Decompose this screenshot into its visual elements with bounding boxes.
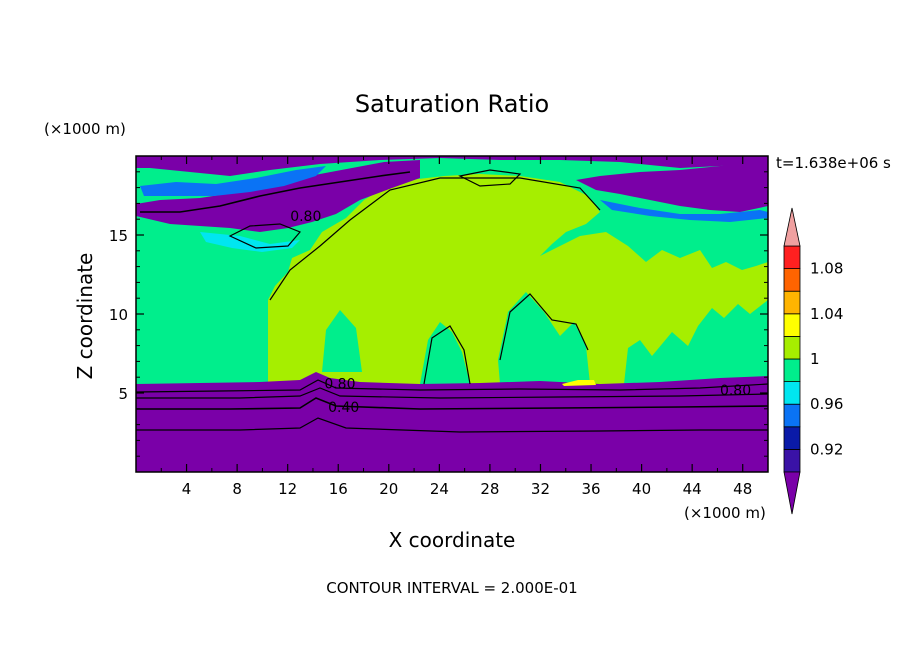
colorbar-max-arrow (783, 207, 801, 247)
x-tick-label: 32 (531, 480, 550, 498)
x-tick-label: 36 (581, 480, 600, 498)
colorbar-segment (783, 358, 801, 383)
colorbar-tick-label: 0.92 (810, 440, 843, 458)
y-tick-label: 15 (109, 227, 128, 245)
x-axis: 4 8 12 16 20 24 28 32 36 40 44 48 (160, 156, 752, 498)
colorbar-tick-label: 1 (810, 350, 820, 368)
colorbar-tick-label: 0.96 (810, 395, 843, 413)
x-tick-label: 12 (278, 480, 297, 498)
saturated-pocket (322, 310, 362, 372)
contour-line (136, 387, 768, 399)
x-tick-label: 16 (329, 480, 348, 498)
contour-line (458, 169, 522, 187)
colorbar-segment (783, 426, 801, 450)
contour-lines (136, 169, 768, 433)
chart-title: Saturation Ratio (355, 90, 549, 118)
x-tick-label: 4 (182, 480, 192, 498)
upper-dry-band (136, 160, 420, 232)
colorbar-segment (783, 448, 801, 473)
x-tick-label: 24 (430, 480, 449, 498)
contour-line (269, 177, 601, 301)
x-tick-label: 40 (632, 480, 651, 498)
y-axis-title: Z coordinate (73, 253, 97, 380)
upper-dry-band (136, 156, 768, 176)
colorbar-tick-label: 1.04 (810, 305, 843, 323)
contour-field (136, 156, 768, 472)
x-tick-label: 28 (480, 480, 499, 498)
contour-interval-footer: CONTOUR INTERVAL = 2.000E-01 (326, 579, 577, 597)
contour-line (136, 417, 768, 433)
colorbar-segment (783, 335, 801, 360)
y-axis: 5 10 15 (109, 171, 768, 457)
contour-line (136, 397, 768, 410)
supersaturated-region (268, 174, 768, 384)
contour-line (228, 223, 302, 249)
contour-line (499, 293, 589, 361)
colorbar-segment (783, 245, 801, 270)
colorbar-min-arrow (783, 471, 801, 515)
x-tick-label: 44 (683, 480, 702, 498)
time-label: t=1.638e+06 s (776, 154, 891, 172)
contour-line (140, 171, 411, 213)
colorbar-tick-label: 1.08 (810, 260, 843, 278)
contour-line (136, 379, 768, 393)
y-tick-label: 5 (118, 385, 128, 403)
upper-dry-band (576, 160, 768, 212)
x-tick-label: 8 (232, 480, 242, 498)
contour-label: 0.80 (290, 209, 321, 225)
warm-spot (562, 380, 596, 386)
moist-strip (140, 166, 326, 196)
lower-dry-layer (136, 372, 768, 472)
x-tick-label: 48 (733, 480, 752, 498)
colorbar-segment (783, 290, 801, 315)
saturated-pocket (498, 292, 590, 384)
contour-label: 0.80 (324, 377, 355, 393)
x-axis-title: X coordinate (389, 528, 516, 552)
x-tick-label: 20 (379, 480, 398, 498)
colorbar: 0.92 0.96 1 1.04 1.08 (783, 207, 843, 515)
colorbar-segment (783, 381, 801, 405)
moist-strip (600, 200, 768, 222)
colorbar-segment (783, 313, 801, 337)
contour-line (423, 325, 471, 385)
colorbar-segment (783, 268, 801, 292)
contour-labels: 0.80 0.80 0.40 0.80 (290, 209, 751, 416)
y-tick-label: 10 (109, 306, 128, 324)
z-unit-label: (×1000 m) (44, 120, 126, 138)
contour-label: 0.80 (720, 383, 751, 399)
x-unit-label: (×1000 m) (684, 504, 766, 522)
contour-label: 0.40 (328, 400, 359, 416)
colorbar-segment (783, 403, 801, 428)
